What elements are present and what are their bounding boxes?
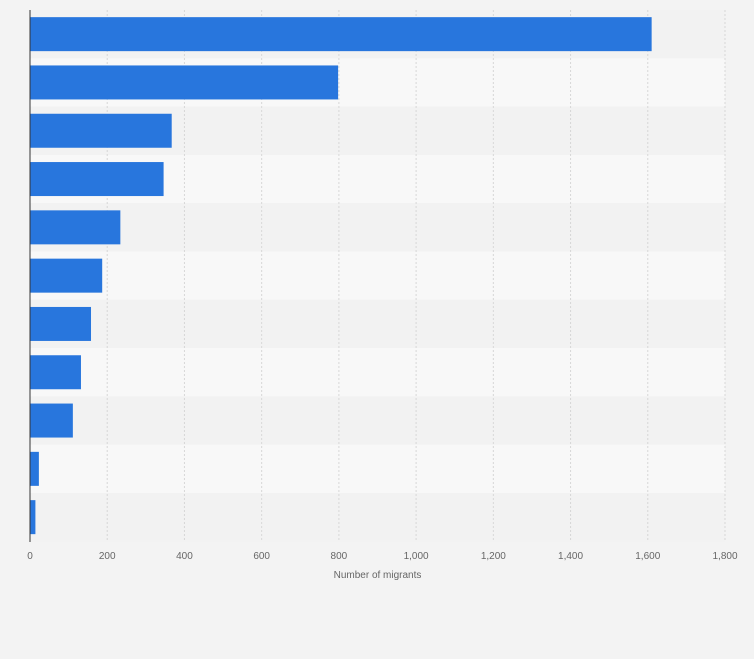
row-band bbox=[30, 493, 725, 542]
bar[interactable] bbox=[30, 113, 172, 148]
x-axis-title: Number of migrants bbox=[334, 570, 422, 581]
row-band bbox=[30, 251, 725, 300]
x-tick-label: 400 bbox=[176, 551, 193, 562]
bar[interactable] bbox=[30, 258, 103, 293]
bar[interactable] bbox=[30, 65, 339, 100]
bar[interactable] bbox=[30, 17, 652, 52]
bar[interactable] bbox=[30, 210, 121, 245]
bar[interactable] bbox=[30, 403, 73, 438]
bar[interactable] bbox=[30, 355, 81, 390]
row-band bbox=[30, 396, 725, 445]
x-axis-ticks: 0 200 400 600 800 1,000 1,200 1,400 1,600 1,800 bbox=[27, 551, 738, 562]
x-tick-label: 200 bbox=[99, 551, 116, 562]
x-tick-label: 1,600 bbox=[635, 551, 660, 562]
bar[interactable] bbox=[30, 306, 92, 341]
x-tick-label: 1,800 bbox=[712, 551, 737, 562]
row-bands bbox=[30, 10, 725, 542]
row-band bbox=[30, 299, 725, 349]
row-band bbox=[30, 203, 725, 252]
bar[interactable] bbox=[30, 500, 36, 535]
x-tick-label: 1,400 bbox=[558, 551, 583, 562]
x-tick-label: 600 bbox=[253, 551, 270, 562]
x-tick-label: 1,200 bbox=[481, 551, 506, 562]
x-tick-label: 1,000 bbox=[404, 551, 429, 562]
bars bbox=[30, 17, 652, 535]
bar[interactable] bbox=[30, 451, 39, 486]
row-band bbox=[30, 348, 725, 397]
x-tick-label: 0 bbox=[27, 551, 33, 562]
bar[interactable] bbox=[30, 162, 164, 197]
x-tick-label: 800 bbox=[331, 551, 348, 562]
row-band bbox=[30, 444, 725, 493]
